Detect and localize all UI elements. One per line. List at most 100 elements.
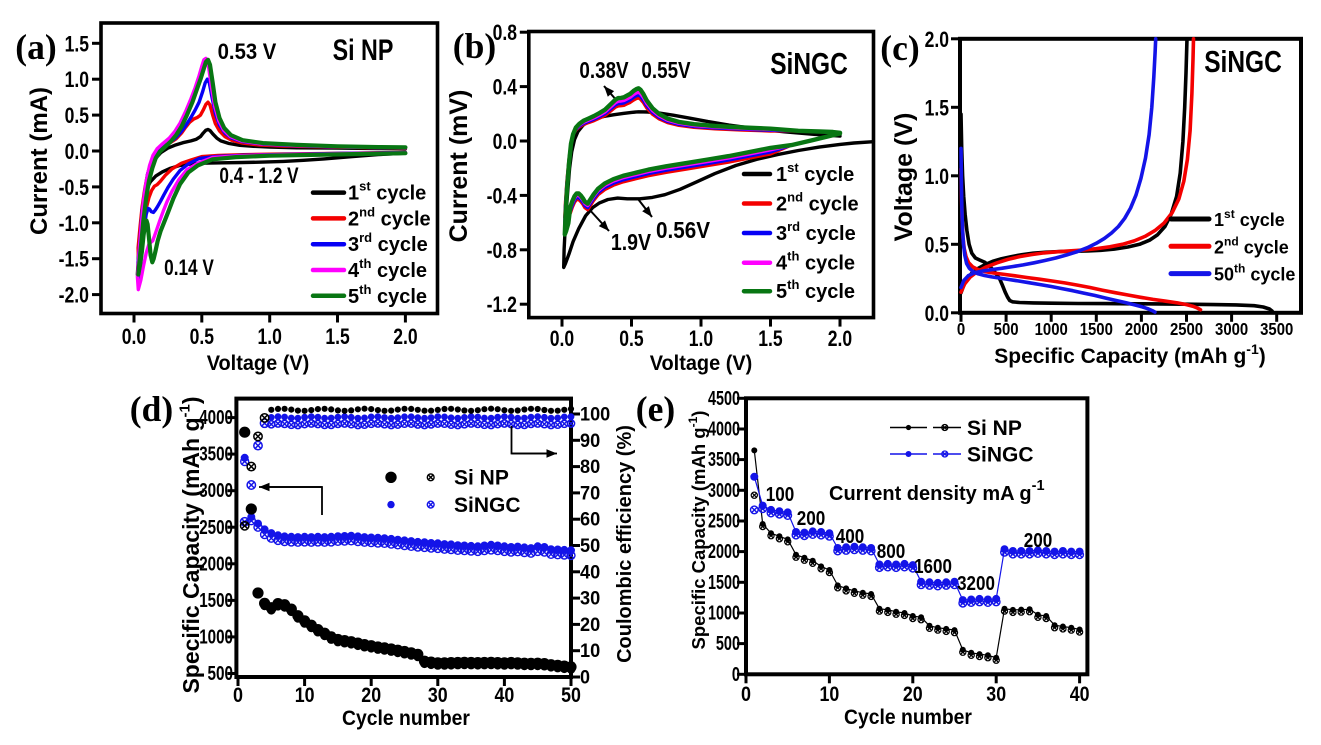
svg-text:40: 40 <box>1070 683 1090 706</box>
svg-text:0.0: 0.0 <box>925 301 949 326</box>
svg-text:2.0: 2.0 <box>828 326 852 351</box>
svg-text:0.0: 0.0 <box>550 326 574 351</box>
svg-text:-1.0: -1.0 <box>59 211 89 236</box>
svg-text:3500: 3500 <box>199 444 233 466</box>
svg-text:0.5: 0.5 <box>190 324 214 349</box>
svg-text:-1.5: -1.5 <box>59 247 89 272</box>
svg-text:0: 0 <box>233 684 243 707</box>
svg-text:-0.8: -0.8 <box>487 238 517 263</box>
svg-text:3000: 3000 <box>1215 319 1248 339</box>
svg-text:1000: 1000 <box>199 626 233 648</box>
svg-text:0.0: 0.0 <box>493 129 517 154</box>
svg-text:Si NP: Si NP <box>967 417 1022 440</box>
svg-text:0.38V: 0.38V <box>579 57 629 83</box>
svg-text:3500: 3500 <box>1260 319 1293 339</box>
svg-text:Coulombic efficiency (%): Coulombic efficiency (%) <box>614 425 636 663</box>
svg-text:-0.4: -0.4 <box>487 183 518 208</box>
svg-text:10: 10 <box>295 684 315 707</box>
svg-text:Si NP: Si NP <box>333 34 394 67</box>
svg-text:Current (mV): Current (mV) <box>445 90 473 243</box>
svg-text:-1.2: -1.2 <box>487 292 517 317</box>
svg-text:0.56V: 0.56V <box>656 217 711 243</box>
svg-text:3000: 3000 <box>199 480 233 502</box>
svg-text:2500: 2500 <box>708 510 740 532</box>
svg-text:SiNGC: SiNGC <box>454 494 521 517</box>
svg-text:10: 10 <box>820 683 840 706</box>
svg-text:0: 0 <box>580 668 590 689</box>
svg-text:40: 40 <box>580 562 600 583</box>
svg-text:500: 500 <box>994 319 1019 339</box>
svg-text:0.8: 0.8 <box>493 20 517 45</box>
svg-text:0: 0 <box>741 683 751 706</box>
svg-text:500: 500 <box>208 663 234 685</box>
svg-text:1500: 1500 <box>199 590 233 612</box>
svg-text:1.9V: 1.9V <box>611 229 652 255</box>
svg-text:-0.5: -0.5 <box>59 175 89 200</box>
svg-text:2500: 2500 <box>1170 319 1203 339</box>
svg-text:30: 30 <box>580 589 600 610</box>
svg-text:2.0: 2.0 <box>393 324 417 349</box>
svg-text:80: 80 <box>580 457 600 478</box>
svg-text:0: 0 <box>957 319 966 339</box>
svg-text:0.5: 0.5 <box>65 103 89 128</box>
svg-text:3200: 3200 <box>957 573 995 595</box>
svg-text:0.4 - 1.2 V: 0.4 - 1.2 V <box>219 163 298 188</box>
svg-text:90: 90 <box>580 431 600 452</box>
svg-text:40: 40 <box>495 684 515 707</box>
svg-text:1.5: 1.5 <box>325 324 349 349</box>
svg-text:SiNGC: SiNGC <box>1204 44 1282 79</box>
svg-text:4000: 4000 <box>708 418 740 440</box>
svg-text:(b): (b) <box>453 26 496 66</box>
svg-text:1.0: 1.0 <box>689 326 713 351</box>
svg-text:0.0: 0.0 <box>65 139 89 164</box>
svg-text:Specific Capacity (mAh g-1): Specific Capacity (mAh g-1) <box>177 396 205 693</box>
svg-text:1000: 1000 <box>708 602 740 624</box>
svg-text:Specific Capacity (mAh g-1): Specific Capacity (mAh g-1) <box>686 411 709 650</box>
svg-text:3000: 3000 <box>708 480 740 502</box>
svg-text:50: 50 <box>561 684 581 707</box>
svg-text:70: 70 <box>580 483 600 504</box>
svg-text:1.0: 1.0 <box>65 67 89 92</box>
svg-text:800: 800 <box>877 541 906 563</box>
svg-text:1.5: 1.5 <box>925 95 949 120</box>
svg-text:(e): (e) <box>636 389 675 429</box>
svg-text:Si NP: Si NP <box>454 467 509 490</box>
svg-text:20: 20 <box>580 615 600 636</box>
svg-text:Cycle number: Cycle number <box>844 706 972 729</box>
svg-text:20: 20 <box>361 684 381 707</box>
svg-text:(c): (c) <box>880 28 919 68</box>
svg-text:Specific Capacity (mAh g-1): Specific Capacity (mAh g-1) <box>994 341 1266 368</box>
svg-text:0.0: 0.0 <box>122 324 146 349</box>
svg-text:10: 10 <box>580 641 600 662</box>
svg-text:(a): (a) <box>15 27 56 67</box>
svg-text:0.5: 0.5 <box>619 326 643 351</box>
svg-text:-2.0: -2.0 <box>59 283 89 308</box>
svg-text:200: 200 <box>1024 530 1053 552</box>
svg-text:Voltage (V): Voltage (V) <box>650 352 753 375</box>
svg-text:30: 30 <box>428 684 448 707</box>
svg-text:2.0: 2.0 <box>925 27 949 52</box>
svg-text:30: 30 <box>986 683 1006 706</box>
svg-text:Voltage (V): Voltage (V) <box>207 352 310 375</box>
svg-text:2000: 2000 <box>708 541 740 563</box>
svg-text:0.55V: 0.55V <box>641 57 691 83</box>
svg-text:200: 200 <box>797 508 826 530</box>
svg-text:0.14 V: 0.14 V <box>164 255 214 280</box>
svg-text:4000: 4000 <box>199 407 233 429</box>
svg-text:SiNGC: SiNGC <box>770 46 848 81</box>
svg-text:100: 100 <box>580 405 610 426</box>
svg-text:100: 100 <box>766 484 795 506</box>
svg-text:0.5: 0.5 <box>925 232 949 257</box>
svg-text:2000: 2000 <box>1125 319 1158 339</box>
svg-text:3rd cycle: 3rd cycle <box>348 230 428 256</box>
svg-text:4th cycle: 4th cycle <box>776 249 855 275</box>
svg-text:1st cycle: 1st cycle <box>348 179 426 205</box>
svg-text:1.5: 1.5 <box>758 326 782 351</box>
svg-text:1.0: 1.0 <box>925 164 949 189</box>
svg-text:3500: 3500 <box>708 449 740 471</box>
svg-text:1500: 1500 <box>708 572 740 594</box>
svg-text:2nd cycle: 2nd cycle <box>1214 234 1289 257</box>
svg-text:500: 500 <box>716 633 740 655</box>
svg-text:60: 60 <box>580 510 600 531</box>
svg-text:0.4: 0.4 <box>493 75 518 100</box>
